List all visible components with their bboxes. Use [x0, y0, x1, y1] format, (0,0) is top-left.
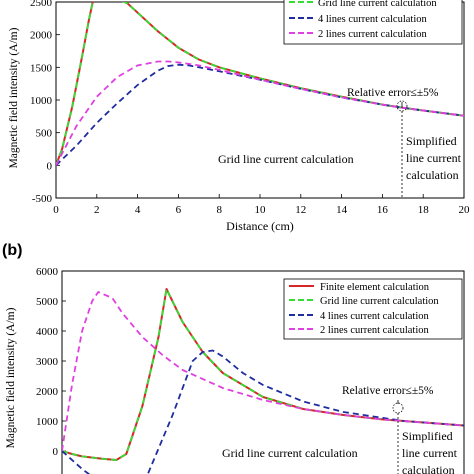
y-tick-label-a: 2500	[30, 0, 53, 9]
x-tick-label-a: 2	[94, 204, 100, 216]
legend-label-4lines-a: 4 lines current calculation	[318, 14, 427, 25]
x-axis-label-a: Distance (cm)	[226, 219, 294, 233]
annotation-line-current-b: line current	[402, 446, 458, 460]
y-tick-label-a: 500	[36, 128, 53, 140]
x-tick-label-a: 10	[255, 204, 267, 216]
x-tick-label-a: 0	[53, 204, 59, 216]
y-tick-label-b: 6000	[36, 266, 59, 278]
annotation-simplified-a: Simplified	[406, 134, 457, 148]
series-line-4-b	[62, 291, 464, 452]
chart-panel-b: -10000100020003000400050006000 Magnetic …	[5, 266, 465, 474]
x-tick-label-a: 6	[176, 204, 182, 216]
y-tick-label-a: 1500	[30, 62, 53, 74]
annotation-relative-error-a: Relative error≤±5%	[347, 87, 439, 99]
y-tick-label-b: 0	[53, 446, 59, 458]
y-tick-label-a: -500	[32, 193, 53, 205]
series-line-4-a	[56, 60, 464, 166]
series-line-2-b	[62, 288, 464, 461]
series-line-3-b	[62, 349, 464, 474]
annotation-grid-region-a: Grid line current calculation	[218, 152, 354, 166]
annotation-calculation-a: calculation	[406, 168, 459, 182]
legend-box-b	[283, 278, 463, 340]
legend-box-a	[283, 0, 463, 45]
legend-b: Finite element calculation Grid line cur…	[283, 278, 463, 340]
y-tick-label-b: 2000	[36, 386, 59, 398]
x-tick-label-a: 8	[216, 204, 222, 216]
y-axis-label-b: Magnetic field intensity (A/m)	[5, 307, 17, 448]
panel-label-b: (b)	[2, 242, 22, 259]
y-tick-label-b: 3000	[36, 356, 59, 368]
y-tick-label-b: 5000	[36, 296, 59, 308]
error-circle-a	[396, 100, 408, 112]
y-axis-label-a: Magnetic field intensity (A/m)	[8, 27, 20, 168]
x-tick-label-a: 18	[418, 204, 430, 216]
series-group-b	[62, 288, 464, 474]
y-tick-label-a: 2000	[30, 30, 53, 42]
x-tick-label-a: 12	[295, 204, 306, 216]
x-tick-label-a: 16	[377, 204, 389, 216]
annotation-calculation-b: calculation	[402, 463, 455, 474]
x-tick-label-a: 14	[336, 204, 348, 216]
series-group-a	[56, 2, 464, 166]
legend-label-2lines-a: 2 lines current calculation	[318, 29, 427, 40]
y-tick-label-b: 4000	[36, 326, 59, 338]
y-tick-label-a: 1000	[30, 95, 53, 107]
legend-a: Grid line current calculation 4 lines cu…	[283, 0, 463, 45]
y-tick-label-b: 1000	[36, 416, 59, 428]
annotation-line-current-a: line current	[406, 151, 462, 165]
legend-label-4lines-b: 4 lines current calculation	[320, 311, 429, 322]
legend-label-grid-b: Grid line current calculation	[320, 296, 439, 307]
legend-label-fe-b: Finite element calculation	[320, 282, 430, 293]
annotation-simplified-b: Simplified	[402, 429, 453, 443]
y-tick-label-a: 0	[47, 160, 53, 172]
x-tick-label-a: 4	[135, 204, 141, 216]
error-circle-b	[392, 402, 404, 414]
x-tick-label-a: 20	[459, 204, 471, 216]
annotation-grid-region-b: Grid line current calculation	[222, 446, 358, 460]
series-line-2-a	[56, 2, 464, 166]
legend-label-2lines-b: 2 lines current calculation	[320, 325, 429, 336]
annotation-relative-error-b: Relative error≤±5%	[342, 385, 434, 397]
ticks-b: -10000100020003000400050006000	[36, 266, 66, 458]
legend-label-grid-a: Grid line current calculation	[318, 0, 437, 9]
